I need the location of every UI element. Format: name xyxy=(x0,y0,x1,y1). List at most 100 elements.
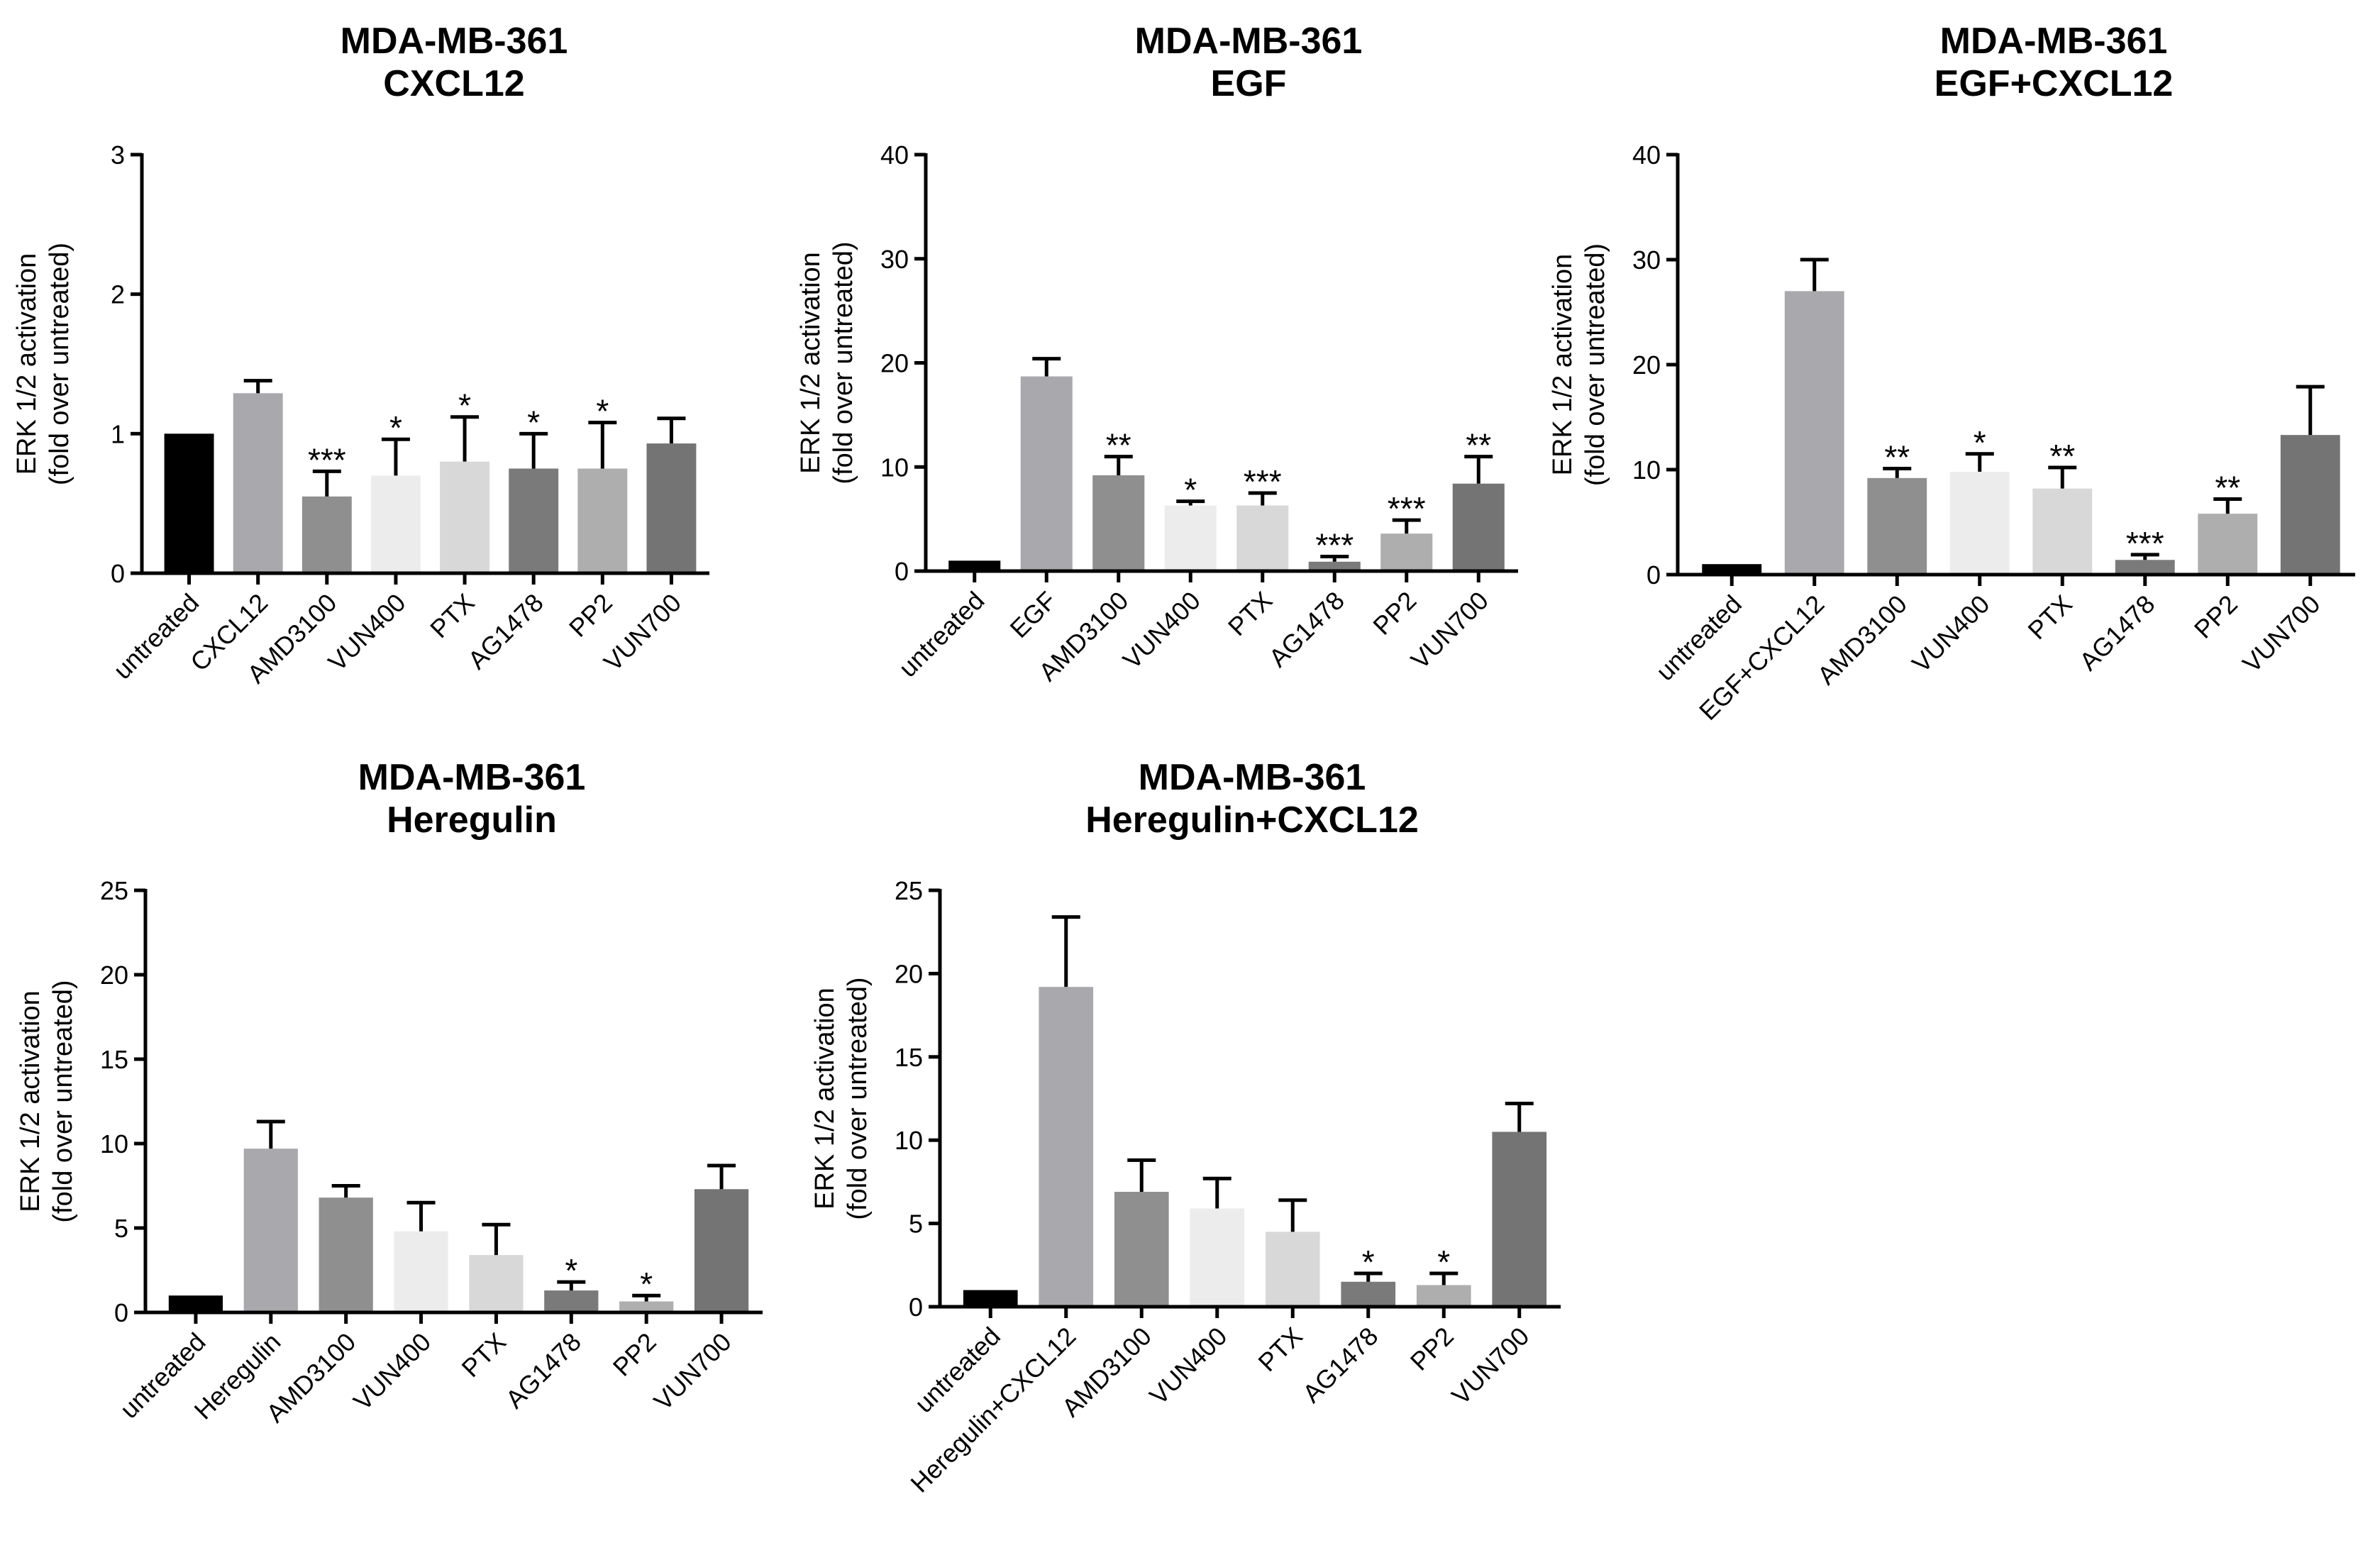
y-tick-label: 15 xyxy=(100,1045,128,1074)
y-tick-label: 25 xyxy=(895,876,923,905)
y-tick-label: 25 xyxy=(100,876,128,905)
y-tick-label: 30 xyxy=(1632,245,1661,275)
x-tick-label: VUN700 xyxy=(1405,586,1494,675)
bar-heregulin-cxcl12 xyxy=(1039,987,1094,1307)
bar-amd3100 xyxy=(1114,1191,1169,1307)
bar-vun400 xyxy=(370,475,421,573)
bar-ptx xyxy=(469,1255,524,1312)
significance-mark: ** xyxy=(1884,439,1910,476)
significance-mark: * xyxy=(1362,1244,1375,1280)
y-axis-label-line-2: (fold over untreated) xyxy=(829,241,858,484)
bar-heregulin xyxy=(243,1149,298,1312)
x-tick-label: PTX xyxy=(424,588,480,643)
bar-untreated xyxy=(1702,564,1762,575)
x-tick-label: PP2 xyxy=(607,1327,662,1382)
bar-ptx xyxy=(440,461,490,573)
significance-mark: * xyxy=(1974,424,1986,461)
x-tick-label: AG1478 xyxy=(1263,586,1350,673)
y-tick-label: 20 xyxy=(880,349,909,378)
x-tick-label: PP2 xyxy=(2188,590,2243,644)
significance-mark: * xyxy=(389,409,402,446)
y-tick-label: 30 xyxy=(880,245,909,274)
chart-title-line-1: MDA-MB-361 xyxy=(341,21,568,62)
chart-title-line-1: MDA-MB-361 xyxy=(1135,21,1363,62)
bar-amd3100 xyxy=(1092,475,1145,571)
x-tick-label: AG1478 xyxy=(500,1327,587,1414)
x-tick-label: VUN400 xyxy=(1117,586,1206,675)
bar-vun700 xyxy=(2280,435,2340,575)
bar-cxcl12 xyxy=(233,393,283,573)
bar-amd3100 xyxy=(1867,477,1927,575)
y-tick-label: 1 xyxy=(111,419,125,448)
y-tick-label: 10 xyxy=(1632,455,1661,485)
bar-vun700 xyxy=(646,443,697,573)
y-tick-label: 0 xyxy=(111,559,125,588)
bar-egf-cxcl12 xyxy=(1784,291,1844,575)
bar-pp2 xyxy=(1416,1285,1471,1307)
x-tick-label: PTX xyxy=(1252,1322,1307,1377)
x-tick-label: VUN400 xyxy=(1906,590,1995,678)
x-tick-label: PTX xyxy=(1222,586,1278,641)
bar-vun400 xyxy=(1190,1208,1245,1307)
y-tick-label: 5 xyxy=(909,1210,923,1239)
bar-amd3100 xyxy=(319,1197,373,1312)
significance-mark: *** xyxy=(1244,463,1282,500)
x-tick-label: VUN700 xyxy=(598,588,687,677)
x-tick-label: VUN700 xyxy=(648,1327,737,1416)
x-tick-label: PP2 xyxy=(1367,586,1422,641)
significance-mark: * xyxy=(458,387,471,424)
x-tick-label: untreated xyxy=(108,588,205,685)
y-axis-label-line-1: ERK 1/2 activation xyxy=(16,990,45,1212)
bar-ag1478 xyxy=(1341,1281,1396,1307)
y-axis-label-line-2: (fold over untreated) xyxy=(1581,243,1610,486)
chart-title-line-2: Heregulin xyxy=(387,800,557,841)
bar-egf xyxy=(1020,376,1073,571)
significance-mark: * xyxy=(527,404,540,441)
y-tick-label: 40 xyxy=(880,140,909,170)
y-axis-label-line-1: ERK 1/2 activation xyxy=(12,253,42,475)
significance-mark: *** xyxy=(1315,526,1354,563)
x-tick-label: AG1478 xyxy=(2074,590,2160,676)
bar-untreated xyxy=(963,1290,1018,1307)
chart-title-line-1: MDA-MB-361 xyxy=(358,757,586,798)
x-tick-label: EGF xyxy=(1004,586,1062,643)
significance-mark: *** xyxy=(2126,525,2164,562)
y-tick-label: 0 xyxy=(114,1298,128,1327)
y-axis-label-line-2: (fold over untreated) xyxy=(45,243,74,485)
y-tick-label: 15 xyxy=(895,1043,923,1072)
y-axis-label-line-2: (fold over untreated) xyxy=(48,980,78,1222)
bar-pp2 xyxy=(619,1301,674,1312)
chart-title-line-2: CXCL12 xyxy=(383,63,524,104)
y-axis-label-line-1: ERK 1/2 activation xyxy=(810,988,840,1210)
chart-title-line-2: EGF xyxy=(1211,63,1287,104)
x-tick-label: VUN700 xyxy=(1446,1322,1534,1410)
bar-untreated xyxy=(168,1295,223,1312)
chart-title-line-1: MDA-MB-361 xyxy=(1940,21,2168,62)
significance-mark: * xyxy=(1437,1244,1450,1280)
chart-title-line-2: EGF+CXCL12 xyxy=(1935,63,2174,104)
bar-ptx xyxy=(1265,1232,1320,1307)
significance-mark: *** xyxy=(1388,490,1426,527)
bar-pp2 xyxy=(2198,514,2258,575)
x-tick-label: VUN400 xyxy=(1144,1322,1232,1410)
x-tick-label: VUN700 xyxy=(2237,590,2325,678)
chart-title-line-1: MDA-MB-361 xyxy=(1139,757,1366,798)
significance-mark: * xyxy=(565,1252,577,1289)
bar-vun700 xyxy=(1452,483,1505,571)
y-tick-label: 20 xyxy=(100,961,128,990)
bar-vun700 xyxy=(694,1189,749,1312)
significance-mark: * xyxy=(640,1266,653,1302)
x-tick-label: AMD3100 xyxy=(1812,590,1913,690)
bar-vun400 xyxy=(394,1231,448,1312)
significance-mark: * xyxy=(596,393,609,430)
bar-ag1478 xyxy=(2115,560,2175,575)
x-tick-label: PTX xyxy=(456,1327,511,1383)
bar-amd3100 xyxy=(301,496,352,573)
significance-mark: ** xyxy=(1106,427,1131,464)
x-tick-label: VUN400 xyxy=(322,588,411,677)
y-tick-label: 10 xyxy=(100,1129,128,1158)
significance-mark: ** xyxy=(2215,469,2240,506)
